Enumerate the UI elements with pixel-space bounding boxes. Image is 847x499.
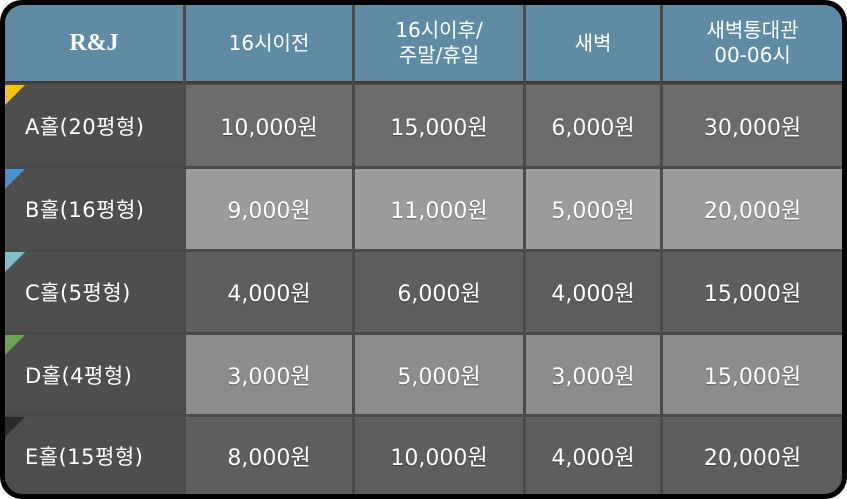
column-header-overnight: 새벽통대관 00-06시 — [663, 5, 842, 83]
hall-marker-b — [5, 169, 25, 189]
price-cell: 15,000원 — [663, 252, 842, 332]
price-cell: 10,000원 — [355, 417, 523, 494]
column-header-after-16-weekend: 16시이후/ 주말/휴일 — [355, 5, 523, 83]
price-cell: 4,000원 — [526, 252, 660, 332]
price-cell: 3,000원 — [186, 335, 352, 414]
row-label-e-hall: E홀(15평형) — [5, 417, 183, 494]
row-label-text: B홀(16평형) — [25, 198, 145, 222]
price-cell: 9,000원 — [186, 169, 352, 249]
price-cell: 5,000원 — [526, 169, 660, 249]
row-label-text: D홀(4평형) — [25, 363, 133, 388]
row-label-a-hall: A홀(20평형) — [5, 85, 183, 166]
hall-marker-c — [5, 252, 25, 272]
price-cell: 15,000원 — [663, 335, 842, 414]
price-cell: 4,000원 — [526, 417, 660, 494]
price-cell: 3,000원 — [526, 335, 660, 414]
price-cell: 8,000원 — [186, 417, 352, 494]
price-cell: 6,000원 — [526, 85, 660, 166]
column-header-label: 16시이후/ 주말/휴일 — [395, 18, 483, 67]
row-label-b-hall: B홀(16평형) — [5, 169, 183, 249]
price-cell: 11,000원 — [355, 169, 523, 249]
price-cell: 20,000원 — [663, 417, 842, 494]
hall-marker-d — [5, 335, 25, 355]
hall-marker-e — [5, 417, 25, 437]
price-cell: 15,000원 — [355, 85, 523, 166]
hall-marker-a — [5, 85, 25, 105]
row-label-text: E홀(15평형) — [25, 444, 144, 469]
column-header-label: 16시이전 — [228, 30, 310, 55]
price-cell: 6,000원 — [355, 252, 523, 332]
price-cell: 4,000원 — [186, 252, 352, 332]
row-label-text: A홀(20평형) — [25, 114, 145, 139]
row-label-c-hall: C홀(5평형) — [5, 252, 183, 332]
price-table: R&J 16시이전 16시이후/ 주말/휴일 새벽 새벽통대관 00-06시 A… — [5, 5, 842, 494]
price-cell: 5,000원 — [355, 335, 523, 414]
column-header-before-16: 16시이전 — [186, 5, 352, 83]
brand-logo: R&J — [5, 5, 183, 83]
price-cell: 30,000원 — [663, 85, 842, 166]
price-cell: 10,000원 — [186, 85, 352, 166]
column-header-dawn: 새벽 — [526, 5, 660, 83]
column-header-label: 새벽통대관 00-06시 — [706, 18, 799, 67]
row-label-text: C홀(5평형) — [25, 281, 131, 305]
row-label-d-hall: D홀(4평형) — [5, 335, 183, 414]
price-cell: 20,000원 — [663, 169, 842, 249]
column-header-label: 새벽 — [574, 30, 612, 55]
